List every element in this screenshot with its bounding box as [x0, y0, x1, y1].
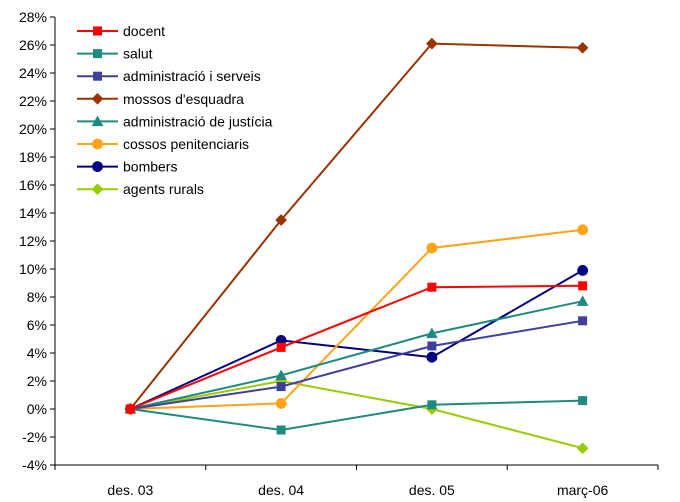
series-5: [124, 224, 589, 415]
data-point: [125, 404, 135, 414]
series-line: [130, 379, 583, 450]
legend-label: administració i serveis: [123, 68, 261, 84]
y-tick-label: 26%: [19, 37, 47, 53]
legend-marker: [91, 115, 104, 127]
legend-marker: [92, 161, 103, 173]
legend-marker: [93, 26, 102, 36]
x-tick-label: des. 04: [258, 482, 304, 498]
x-tick-label: març-06: [557, 482, 609, 498]
y-tick-label: 16%: [19, 177, 47, 193]
y-tick-label: 6%: [27, 317, 47, 333]
data-point: [276, 342, 286, 352]
data-point: [576, 442, 589, 455]
data-point: [577, 265, 589, 276]
legend-item: salut: [77, 46, 153, 62]
data-point: [427, 400, 437, 410]
series-line: [129, 42, 583, 410]
legend-marker: [92, 138, 103, 150]
y-tick-label: 2%: [27, 373, 47, 389]
legend-label: agents rurals: [123, 181, 204, 197]
data-point: [426, 37, 438, 50]
data-point: [576, 41, 589, 54]
series-line: [130, 399, 583, 432]
data-point: [275, 398, 287, 409]
legend-item: administració i serveis: [77, 68, 261, 84]
legend-item: mossos d'esquadra: [77, 91, 244, 107]
legend-label: bombers: [123, 159, 177, 175]
data-point: [577, 224, 589, 236]
series-line: [130, 319, 583, 410]
y-tick-label: 20%: [19, 121, 47, 137]
series-line: [129, 284, 583, 410]
x-tick-label: des. 05: [409, 482, 455, 498]
legend-label: administració de justícia: [123, 113, 273, 129]
series-1: [125, 396, 588, 435]
y-tick-label: 28%: [19, 9, 47, 25]
legend-item: bombers: [77, 159, 177, 175]
legend: docent salut administració i serveis mossos…: [77, 23, 273, 197]
data-point: [427, 282, 437, 292]
data-point: [426, 242, 438, 254]
data-point: [578, 281, 588, 291]
legend-label: cossos penitenciaris: [123, 136, 249, 152]
legend-marker: [93, 71, 102, 81]
data-point: [578, 316, 588, 326]
y-tick-label: 24%: [19, 65, 47, 81]
legend-item: administració de justícia: [77, 113, 273, 129]
data-point: [275, 369, 287, 381]
series-7: [124, 375, 589, 455]
legend-label: docent: [123, 23, 165, 39]
legend-item: agents rurals: [77, 181, 204, 197]
y-tick-label: 0%: [27, 401, 47, 417]
series-line: [130, 300, 583, 410]
data-point: [576, 295, 589, 306]
series-line: [129, 269, 584, 410]
data-point: [275, 214, 287, 226]
data-point: [276, 382, 286, 392]
series-line: [130, 228, 583, 410]
data-point: [427, 341, 437, 351]
data-point: [578, 396, 588, 406]
legend-label: mossos d'esquadra: [123, 91, 244, 107]
y-tick-label: -2%: [22, 429, 47, 445]
data-point: [426, 327, 438, 339]
series-layer: [124, 37, 589, 455]
y-tick-label: -4%: [22, 457, 47, 473]
y-tick-label: 10%: [19, 261, 47, 277]
legend-marker: [91, 183, 104, 196]
y-tick-label: 18%: [19, 149, 47, 165]
legend-marker: [93, 49, 102, 59]
series-6: [124, 265, 589, 415]
legend-marker: [91, 92, 104, 105]
y-tick-label: 12%: [19, 233, 47, 249]
y-tick-label: 8%: [27, 289, 47, 305]
data-point: [276, 425, 286, 435]
chart-axes: -4% -2% 0% 2% 4% 6% 8% 10% 12% 14% 16% 18% 20% 22% 24%…: [19, 9, 659, 498]
x-tick-label: des. 03: [107, 482, 153, 498]
y-tick-label: 22%: [19, 93, 47, 109]
legend-label: salut: [123, 46, 153, 62]
y-tick-label: 4%: [27, 345, 47, 361]
series-2: [125, 316, 588, 414]
legend-item: docent: [77, 23, 165, 39]
data-point: [426, 351, 438, 363]
legend-item: cossos penitenciaris: [77, 136, 249, 152]
series-0: [125, 281, 588, 414]
y-tick-label: 14%: [19, 205, 47, 221]
